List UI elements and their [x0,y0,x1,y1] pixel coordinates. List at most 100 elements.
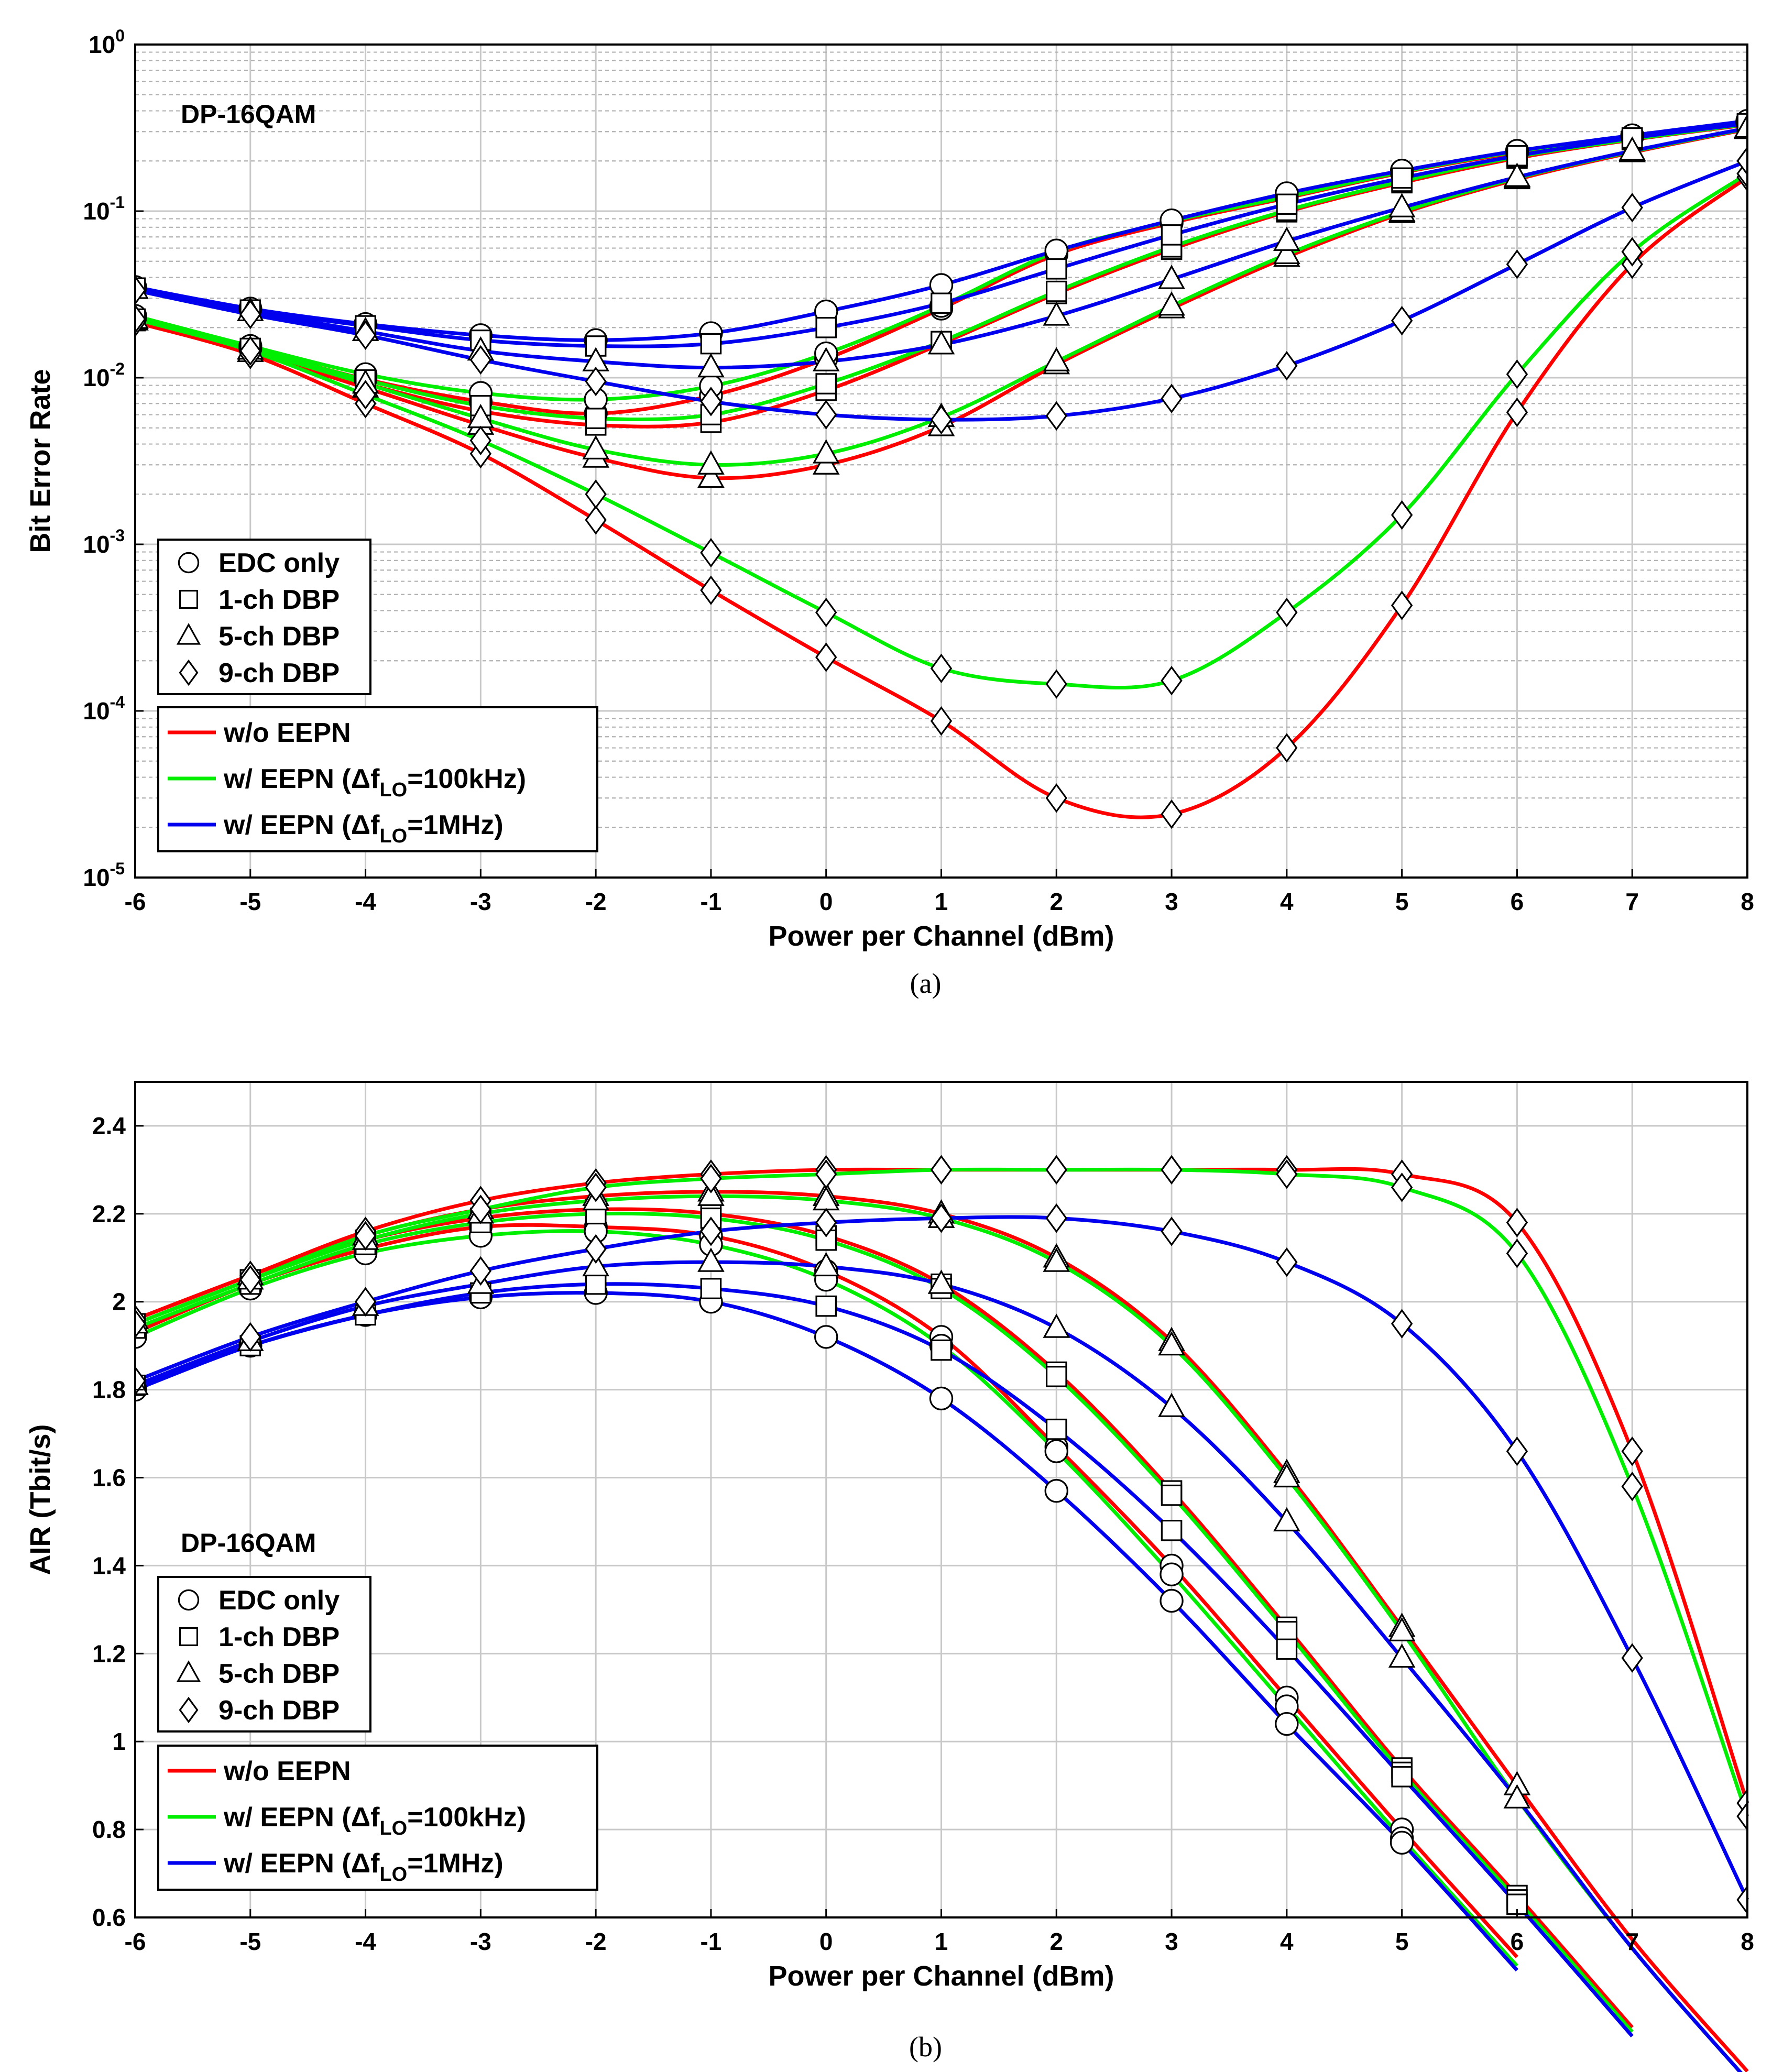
data-point-diamond [354,320,377,350]
legend-marker-circle [178,552,200,574]
legend-label: w/ EEPN (ΔfLO=1MHz) [223,1848,504,1885]
data-point-diamond [1161,1155,1183,1185]
data-point-diamond [1161,665,1183,696]
x-tick-label: 0 [819,1928,833,1955]
y-tick-label: 10-3 [83,526,125,558]
data-point-triangle [1158,1393,1185,1417]
x-tick-label: -4 [355,888,376,915]
series-line-a-8 [135,126,1748,370]
data-point-triangle [1388,1643,1416,1668]
legend-label: EDC only [218,1585,340,1616]
panel-caption: (a) [910,968,942,999]
data-point-diamond [239,299,261,330]
legend-label: 1-ch DBP [218,1622,340,1652]
x-tick-label: -1 [700,1928,721,1955]
data-point-triangle [1618,136,1646,161]
data-point-diamond [239,1322,261,1352]
y-axis-label: AIR (Tbit/s) [25,1424,56,1575]
data-point-triangle [697,1181,725,1206]
data-point-diamond [1391,1309,1413,1339]
legend-label: 5-ch DBP [218,621,340,652]
data-point-diamond [1621,193,1643,223]
data-point-triangle [697,463,725,488]
data-point-diamond [1621,1436,1643,1466]
y-tick-label: 2.2 [92,1200,126,1227]
data-point-diamond [585,505,607,535]
data-point-square [931,1339,952,1361]
data-point-diamond [700,575,722,605]
panel-caption: (b) [909,2031,942,2063]
data-point-diamond [1276,597,1298,628]
data-point-triangle [1388,1617,1416,1641]
data-point-diamond [1621,1643,1643,1673]
data-point-diamond [815,400,837,430]
data-point-square [815,373,837,394]
data-point-diamond [1276,1159,1298,1189]
legend-label: 1-ch DBP [218,585,340,615]
data-point-diamond [1276,1247,1298,1277]
data-point-triangle [1388,193,1416,217]
data-point-diamond [1161,799,1183,829]
data-point-diamond [1506,249,1528,279]
data-point-diamond [1276,733,1298,763]
x-tick-label: 8 [1741,888,1754,915]
x-tick-label: 7 [1625,1928,1639,1955]
chart-panel-b: -6 -5 -4 -3 -2 -1 0 1 2 3 4 5 6 7 8 0.6 0.8 1 1.2 1.4 1.6 1.8… [25,1081,1754,2072]
x-tick-label: 3 [1165,1928,1178,1955]
y-tick-label: 1.4 [92,1552,126,1579]
legend-box [157,1745,598,1891]
data-point-square [1045,1418,1067,1440]
data-point-diamond [930,1155,953,1185]
data-point-diamond [135,275,146,305]
y-tick-label: 0.8 [92,1816,126,1843]
data-point-square [1276,193,1298,215]
data-point-diamond [700,1164,722,1193]
x-tick-label: 4 [1280,1928,1294,1955]
legend-label: w/o EEPN [223,1756,351,1786]
data-point-diamond [815,1159,837,1189]
data-point-diamond [1045,401,1067,431]
data-point-diamond [1506,397,1528,427]
x-tick-label: -5 [239,888,261,915]
x-tick-label: -6 [125,888,146,915]
data-point-triangle [1043,347,1070,371]
x-tick-label: -3 [470,888,491,915]
x-tick-label: 1 [935,888,948,915]
x-axis-label: Power per Channel (dBm) [768,1960,1114,1992]
data-point-diamond [1736,1885,1747,1915]
legend-marker-square [179,1627,199,1647]
data-point-diamond [135,1309,146,1339]
x-tick-label: 1 [935,1928,948,1955]
data-point-diamond [135,1366,146,1396]
data-point-triangle [1503,162,1531,187]
data-point-diamond [469,1194,492,1224]
data-point-diamond [1621,1472,1643,1501]
data-point-diamond [135,304,146,334]
x-tick-label: 8 [1741,1928,1754,1955]
data-point-triangle [812,1252,840,1277]
data-point-diamond [469,345,492,375]
data-point-square [1161,224,1183,246]
data-point-diamond [354,1287,377,1317]
data-point-diamond [1045,669,1067,699]
data-point-square [585,408,607,429]
x-tick-label: -2 [585,1928,607,1955]
data-point-diamond [469,1256,492,1286]
data-point-diamond [469,425,492,456]
y-tick-label: 100 [89,26,125,58]
data-point-circle [1275,1712,1299,1736]
data-point-square [585,1273,607,1295]
legend-markers: EDC only 1-ch DBP 5-ch DBP 9-ch DBP [157,539,371,695]
data-point-diamond [1161,1216,1183,1246]
data-point-circle [1044,1479,1068,1503]
data-point-square [1161,1519,1183,1541]
data-point-triangle [1734,113,1747,138]
legend-marker-triangle [176,623,201,645]
data-point-square [1045,258,1067,280]
legend-label: 9-ch DBP [218,658,340,688]
y-tick-label: 0.6 [92,1904,126,1931]
data-point-diamond [930,1203,953,1233]
y-tick-label: 10-5 [83,859,125,891]
x-tick-label: 5 [1395,888,1409,915]
data-point-square [1045,1366,1067,1387]
